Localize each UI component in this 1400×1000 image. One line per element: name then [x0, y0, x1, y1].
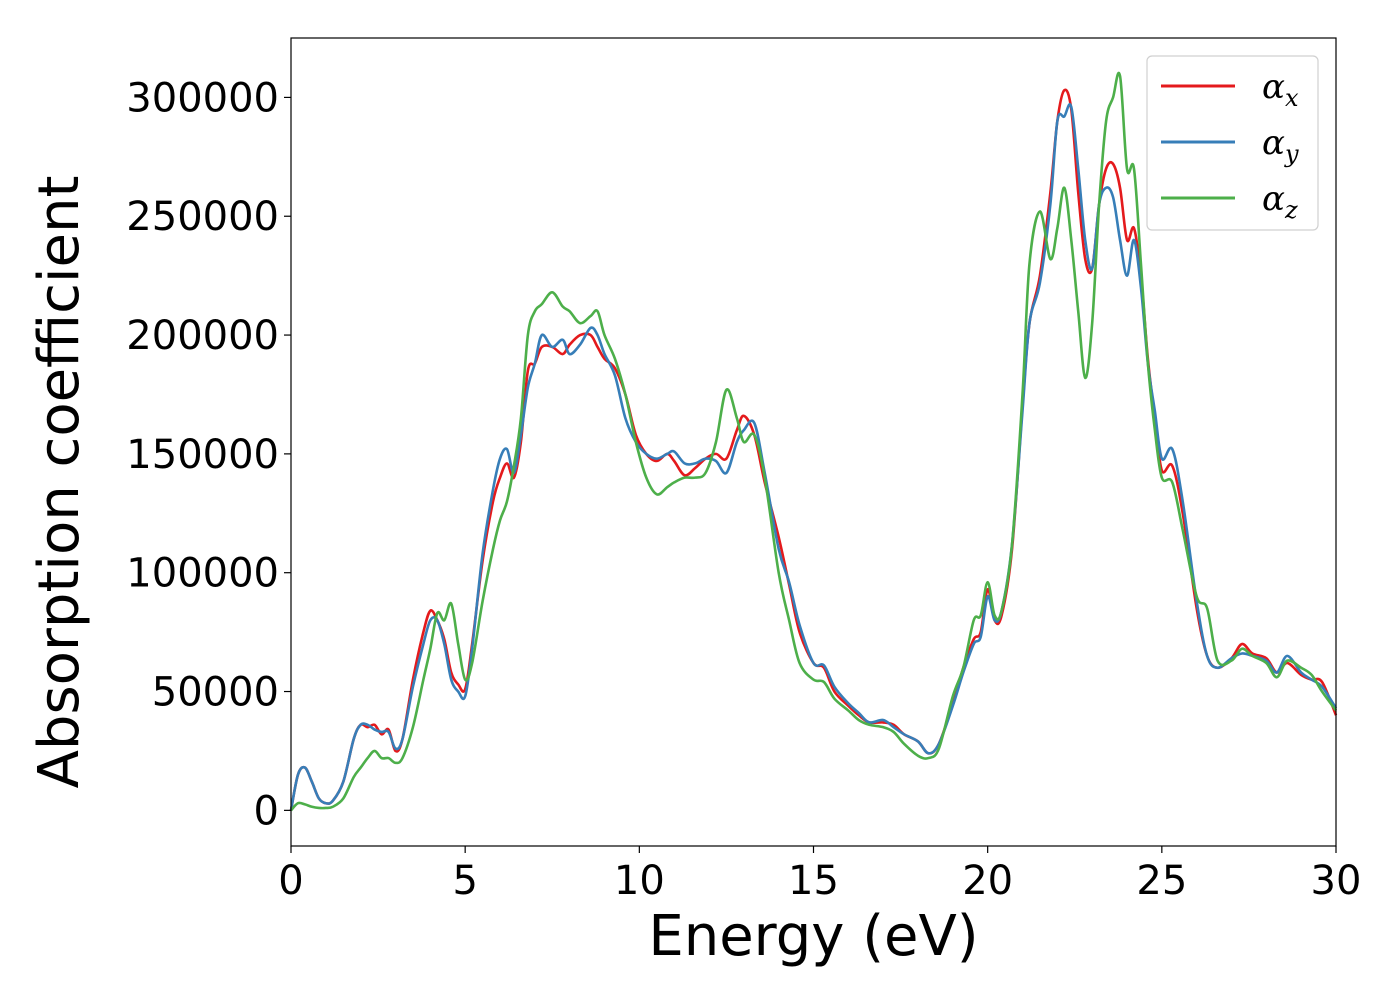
y-tick-label: 150000 — [126, 432, 279, 478]
y-tick-label: 250000 — [126, 194, 279, 240]
y-tick-label: 300000 — [126, 75, 279, 121]
y-axis-title: Absorption coefficient — [27, 176, 92, 789]
x-tick-label: 20 — [962, 858, 1013, 904]
series-line-2 — [289, 103, 1338, 811]
legend-label: αz — [1262, 179, 1298, 224]
legend-label: αy — [1262, 123, 1299, 168]
x-tick-label: 30 — [1311, 858, 1362, 904]
legend: αx αy αz — [1146, 55, 1319, 231]
legend-label: αx — [1262, 67, 1299, 112]
x-tick-label: 10 — [614, 858, 665, 904]
ticks-layer: 0 5 10 15 20 25 30 0 50000 100000 150000 200000 2500… — [126, 75, 1361, 904]
x-tick-label: 15 — [788, 858, 839, 904]
series-layer — [289, 71, 1338, 812]
y-tick-label: 200000 — [126, 313, 279, 359]
x-tick-label: 0 — [278, 858, 303, 904]
series-line-3 — [290, 71, 1338, 812]
y-tick-label: 0 — [254, 788, 279, 834]
y-tick-label: 50000 — [152, 670, 279, 716]
x-axis-title: Energy (eV) — [648, 904, 978, 969]
y-tick-label: 100000 — [126, 551, 279, 597]
x-tick-label: 5 — [452, 858, 477, 904]
x-tick-label: 25 — [1136, 858, 1187, 904]
